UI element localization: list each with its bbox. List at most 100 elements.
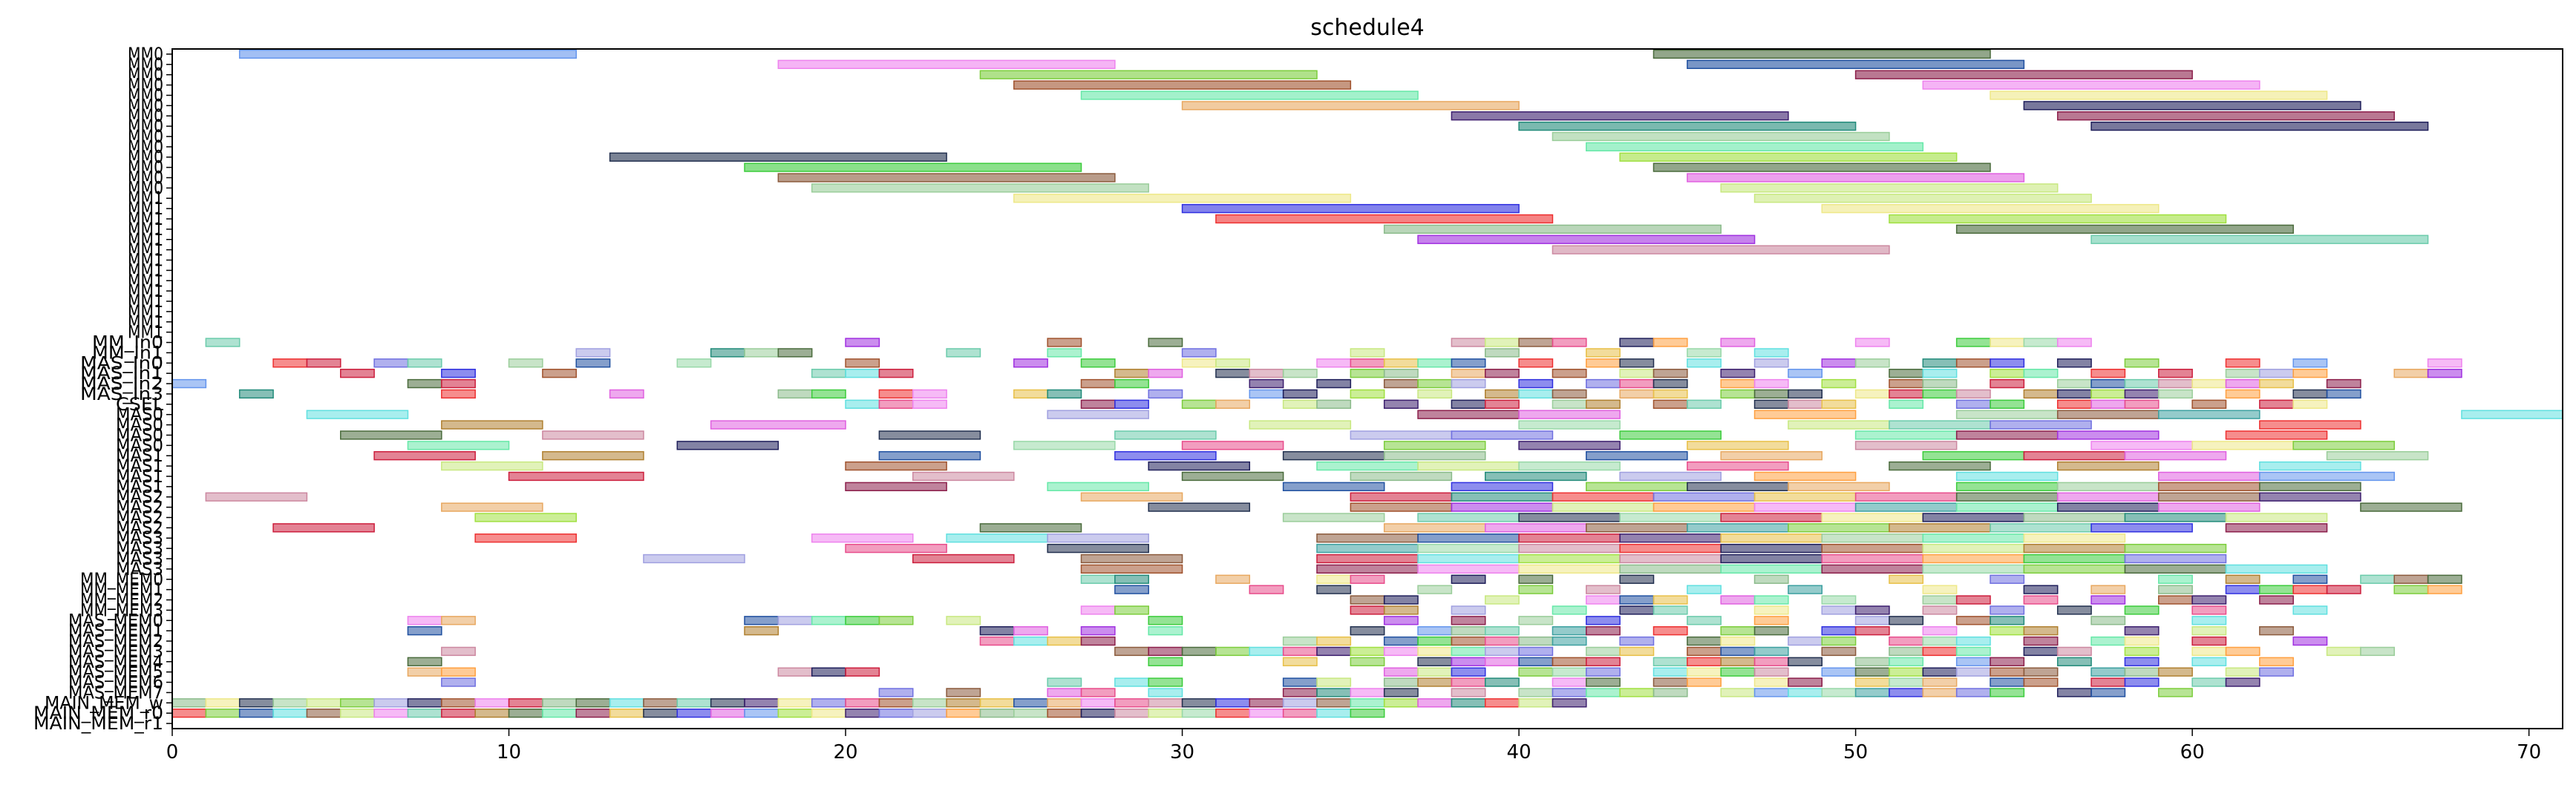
task-bar	[1181, 441, 1284, 450]
y-tick-label: MM0	[128, 85, 163, 105]
task-bar	[1889, 688, 1924, 697]
task-bar	[2292, 389, 2328, 399]
task-bar	[1889, 214, 2227, 224]
task-bar	[1955, 616, 1991, 625]
y-tick-label: MM0	[128, 105, 163, 126]
task-bar	[441, 369, 476, 378]
y-tick-label: MM_In0	[92, 332, 163, 353]
task-bar	[2326, 451, 2429, 461]
task-bar	[1518, 574, 1554, 584]
task-bar	[1013, 625, 1048, 636]
task-bar	[1417, 625, 1453, 636]
y-tick-label: MM0	[128, 177, 163, 198]
task-bar	[2191, 616, 2227, 625]
task-bar	[1350, 389, 1385, 399]
task-bar	[1518, 688, 1554, 697]
task-bar	[1484, 636, 1520, 646]
y-axis: MM0MM0MM0MM0MM0MM0MM0MM0MM0MM0MM0MM0MM0M…	[33, 44, 172, 734]
task-bar	[1854, 605, 1890, 615]
task-bar	[1955, 399, 1991, 409]
task-bar	[1821, 564, 1924, 574]
task-bar	[1215, 574, 1251, 584]
task-bar	[878, 430, 981, 440]
y-tick-label: MAS_MEM4	[68, 651, 163, 672]
task-bar	[1383, 667, 1419, 677]
y-tick-label: MAS1	[116, 476, 163, 497]
y-tick-label: MM_In1	[92, 342, 163, 363]
task-bar	[1687, 482, 1789, 492]
task-bar	[1080, 492, 1183, 502]
task-bar	[2427, 574, 2462, 584]
task-bar	[2259, 625, 2294, 636]
task-bar	[373, 451, 476, 461]
chart-title: schedule4	[1310, 15, 1425, 41]
task-bar	[2090, 399, 2126, 409]
task-bar	[1013, 636, 1048, 646]
task-bar	[2427, 358, 2462, 368]
task-bar	[1316, 461, 1419, 471]
task-bar	[1687, 461, 1789, 471]
task-bar	[2056, 605, 2092, 615]
y-tick-label: MAS1	[116, 466, 163, 487]
task-bar	[2158, 389, 2193, 399]
task-bar	[1821, 646, 1857, 657]
task-bar	[1922, 543, 2025, 554]
task-bar	[1350, 358, 1385, 368]
task-bar	[1586, 451, 1688, 461]
task-bar	[1148, 677, 1183, 687]
task-bar	[811, 533, 914, 543]
task-bar	[2191, 657, 2227, 666]
task-bar	[1990, 338, 2025, 347]
task-bar	[1687, 348, 1722, 358]
y-tick-label: MAS_MEM7	[68, 682, 163, 703]
task-bar	[407, 358, 442, 368]
task-bar	[1148, 698, 1183, 708]
task-bar	[1990, 399, 2025, 409]
task-bar	[1653, 162, 1991, 172]
task-bar	[340, 698, 375, 708]
task-bar	[2225, 667, 2260, 677]
task-bar	[1619, 389, 1655, 399]
task-bar	[1080, 688, 1116, 697]
task-bar	[2158, 492, 2260, 502]
task-bar	[1383, 595, 1419, 605]
y-tick-label: MAS_In1	[80, 363, 163, 384]
task-bar	[1854, 358, 1890, 368]
task-bar	[2124, 513, 2227, 522]
task-bar	[1316, 585, 1352, 594]
task-bar	[508, 358, 543, 368]
task-bar	[2393, 369, 2429, 378]
task-bar	[441, 378, 476, 389]
task-bar	[1417, 378, 1453, 389]
y-tick-label: MM1	[128, 240, 163, 260]
task-bar	[1080, 625, 1116, 636]
x-tick-label: 0	[166, 741, 179, 763]
task-bar	[1552, 245, 1890, 254]
task-bar	[1350, 369, 1385, 378]
task-bar	[1282, 688, 1318, 697]
task-bar	[643, 709, 679, 718]
task-bar	[2191, 646, 2227, 657]
task-bar	[508, 471, 644, 482]
task-bar	[1484, 471, 1587, 482]
task-bar	[1854, 430, 1958, 440]
task-bar	[2326, 389, 2361, 399]
y-tick-label: MM1	[128, 270, 163, 291]
task-bar	[1821, 513, 1924, 522]
task-bar	[2056, 399, 2092, 409]
task-bar	[979, 70, 1318, 79]
task-bar	[2191, 441, 2294, 450]
task-bar	[1383, 616, 1419, 625]
task-bar	[1586, 399, 1621, 409]
task-bar	[2090, 234, 2429, 244]
y-tick-label: MM1	[128, 260, 163, 280]
task-bar	[1451, 358, 1486, 368]
task-bar	[2023, 389, 2059, 399]
task-bar	[1350, 625, 1385, 636]
y-tick-label: MAS_In0	[80, 352, 163, 373]
task-bar	[2023, 533, 2126, 543]
task-bar	[1148, 646, 1183, 657]
task-bar	[1383, 688, 1419, 697]
task-bar	[1114, 574, 1149, 584]
task-bar	[1889, 420, 1991, 430]
